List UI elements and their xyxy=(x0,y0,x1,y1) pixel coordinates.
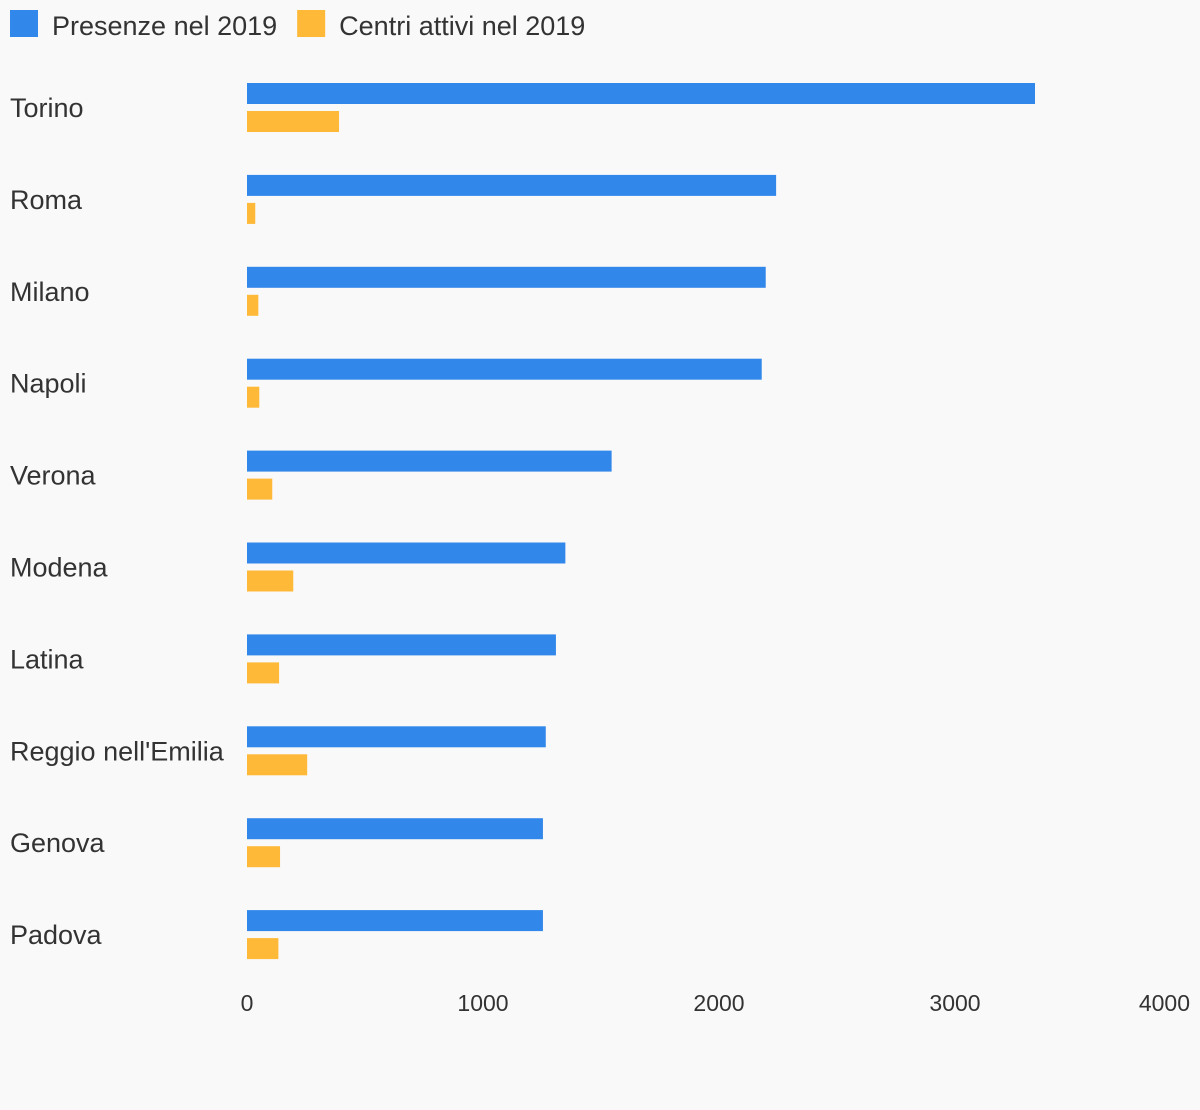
bar-1-5 xyxy=(247,570,294,592)
bar-1-8 xyxy=(247,846,281,868)
bar-1-6 xyxy=(247,662,280,684)
bar-0-1 xyxy=(247,174,777,196)
category-label-1: Roma xyxy=(10,185,83,215)
bar-1-1 xyxy=(247,202,256,224)
x-tick-label-1: 1000 xyxy=(457,990,508,1016)
category-label-9: Padova xyxy=(10,920,103,950)
x-axis: 0 1000 2000 3000 4000 xyxy=(241,990,1190,1016)
x-tick-label-2: 2000 xyxy=(693,990,744,1016)
category-label-0: Torino xyxy=(10,93,84,123)
bar-1-4 xyxy=(247,478,273,500)
category-label-8: Genova xyxy=(10,828,106,858)
category-label-5: Modena xyxy=(10,553,109,583)
legend-swatch-0 xyxy=(10,10,38,37)
category-label-7: Reggio nell'Emilia xyxy=(10,736,225,766)
legend-label-1: Centri attivi nel 2019 xyxy=(339,11,585,41)
category-label-2: Milano xyxy=(10,277,90,307)
category-label-6: Latina xyxy=(10,644,85,674)
legend: Presenze nel 2019 Centri attivi nel 2019 xyxy=(10,10,585,41)
bar-1-0 xyxy=(247,111,340,132)
category-label-3: Napoli xyxy=(10,369,87,399)
bar-0-3 xyxy=(247,358,762,380)
bar-0-7 xyxy=(247,726,546,748)
bar-1-7 xyxy=(247,754,308,776)
bar-1-9 xyxy=(247,938,279,960)
bar-1-2 xyxy=(247,294,259,316)
category-label-4: Verona xyxy=(10,461,97,491)
bar-0-9 xyxy=(247,910,543,932)
bar-1-3 xyxy=(247,386,260,408)
bars-area xyxy=(247,83,1036,960)
legend-label-0: Presenze nel 2019 xyxy=(52,11,277,41)
legend-swatch-1 xyxy=(297,10,326,37)
bar-0-8 xyxy=(247,818,543,840)
bar-0-5 xyxy=(247,542,566,564)
bar-0-2 xyxy=(247,266,766,288)
x-tick-label-0: 0 xyxy=(241,990,254,1016)
bar-0-4 xyxy=(247,450,612,472)
x-tick-label-3: 3000 xyxy=(929,990,980,1016)
bar-0-6 xyxy=(247,634,556,656)
category-labels: Torino Roma Milano Napoli Verona Modena Latina… xyxy=(10,93,225,950)
x-tick-label-4: 4000 xyxy=(1139,990,1190,1016)
bar-0-0 xyxy=(247,83,1036,104)
